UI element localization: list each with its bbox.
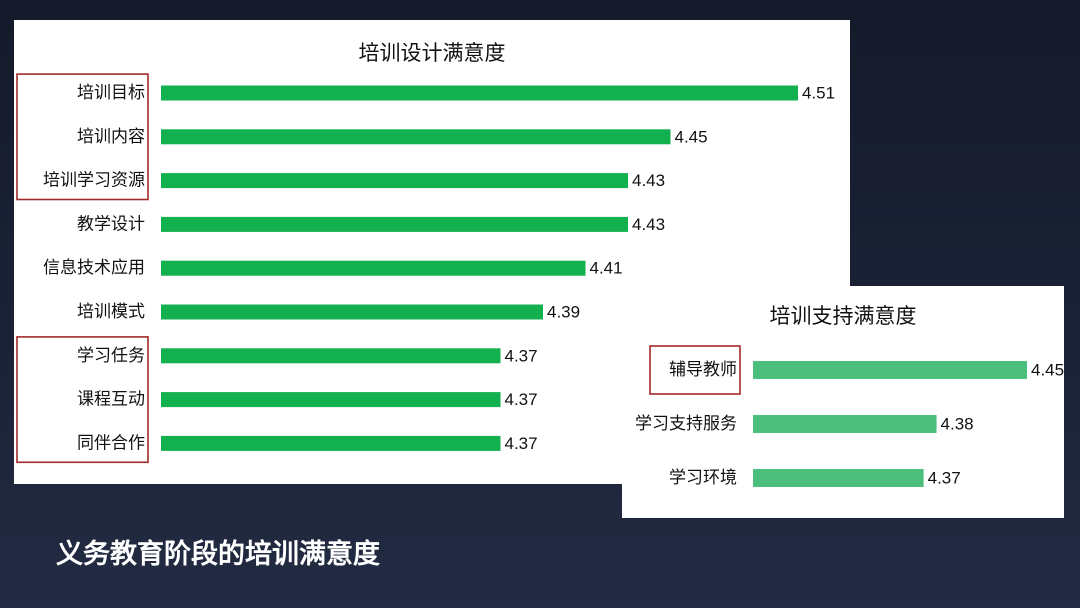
- category-label-7: 学习任务: [77, 346, 145, 366]
- bar-7: [161, 348, 501, 364]
- design-chart-title: 培训设计满意度: [358, 41, 506, 65]
- bar-1: [161, 85, 798, 101]
- bar-5: [161, 260, 586, 276]
- bar-8: [161, 392, 501, 408]
- category-label-3: 学习环境: [669, 468, 737, 488]
- category-label-1: 培训目标: [77, 83, 145, 103]
- bar-4: [161, 216, 628, 232]
- category-label-9: 同伴合作: [77, 433, 145, 453]
- support-chart-svg: 辅导教师 4.45 学习支持服务 4.38 学习环境 4.37: [635, 345, 1064, 488]
- value-label-2: 4.45: [675, 127, 708, 146]
- bar-3: [753, 469, 924, 487]
- value-label-9: 4.37: [505, 434, 538, 453]
- highlight-box-1: [649, 345, 741, 395]
- category-label-1: 辅导教师: [669, 360, 737, 380]
- support-satisfaction-panel: 培训支持满意度 辅导教师 4.45 学习支持服务 4.38 学习环境 4.37: [622, 286, 1064, 518]
- category-label-5: 信息技术应用: [43, 258, 145, 278]
- bar-3: [161, 173, 628, 189]
- value-label-3: 4.37: [928, 469, 961, 488]
- value-label-5: 4.41: [590, 259, 623, 278]
- category-label-6: 培训模式: [77, 302, 145, 322]
- value-label-4: 4.43: [632, 215, 665, 234]
- design-satisfaction-panel: 培训设计满意度 培训目标 4.51 培训内容 4.45 培训学习资源 4.43 教学设计 4.…: [14, 20, 850, 484]
- value-label-1: 4.51: [802, 84, 835, 103]
- value-label-3: 4.43: [632, 171, 665, 190]
- page-title: 义务教育阶段的培训满意度: [56, 539, 380, 570]
- category-label-2: 培训内容: [77, 127, 145, 147]
- value-label-1: 4.45: [1031, 361, 1064, 380]
- bar-2: [753, 415, 937, 433]
- value-label-2: 4.38: [941, 415, 974, 434]
- value-label-7: 4.37: [505, 346, 538, 365]
- category-label-2: 学习支持服务: [635, 414, 737, 434]
- bar-6: [161, 304, 543, 320]
- highlight-box-2: [16, 336, 149, 464]
- value-label-8: 4.37: [505, 390, 538, 409]
- bar-2: [161, 129, 671, 145]
- support-chart-title: 培训支持满意度: [769, 304, 917, 328]
- design-chart-svg: 培训目标 4.51 培训内容 4.45 培训学习资源 4.43 教学设计 4.43 信息技术应用…: [16, 73, 835, 464]
- value-label-6: 4.39: [547, 303, 580, 322]
- bar-9: [161, 435, 501, 451]
- category-label-4: 教学设计: [77, 214, 145, 234]
- category-label-8: 课程互动: [77, 390, 145, 410]
- category-label-3: 培训学习资源: [43, 171, 145, 191]
- bar-1: [753, 361, 1027, 379]
- highlight-box-1: [16, 73, 149, 201]
